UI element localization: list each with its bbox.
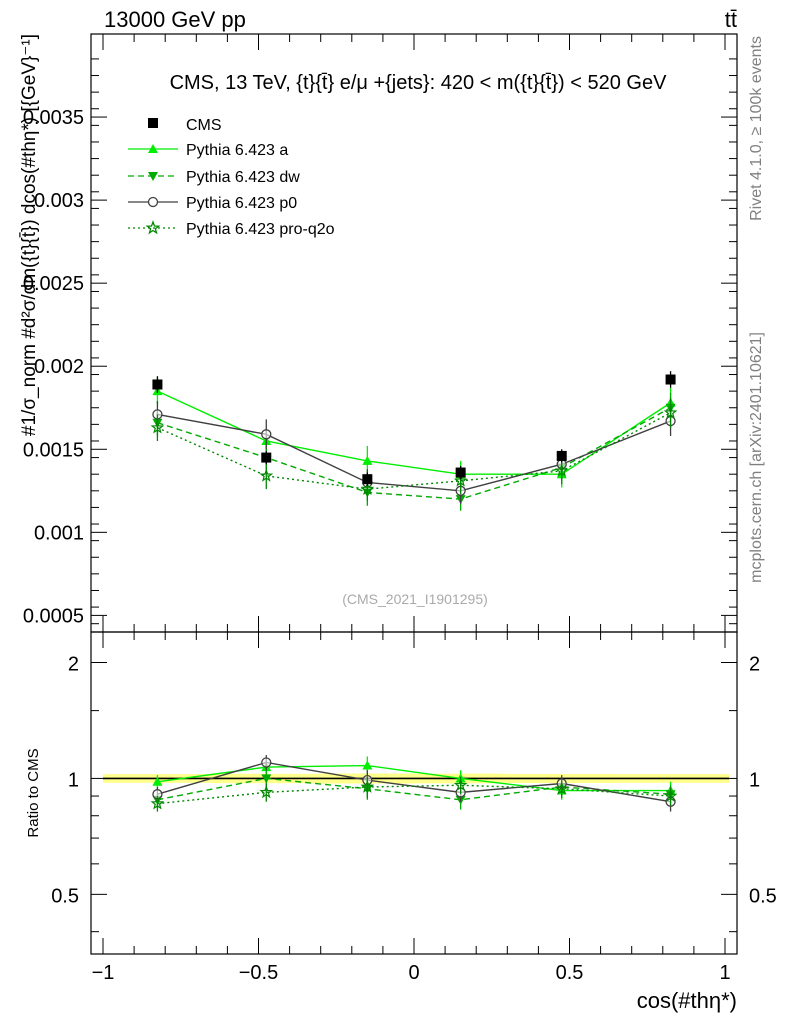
- top-panel-ticks: [91, 34, 737, 632]
- ratio-y-tick-label-right: 0.5: [749, 885, 777, 907]
- data-point: [556, 450, 567, 461]
- ratio-point: [261, 774, 272, 784]
- top-plot-area: [150, 371, 678, 511]
- y-tick-label: 0.003: [34, 190, 84, 212]
- data-point: [663, 405, 678, 419]
- legend-label-a: Pythia 6.423 a: [186, 142, 288, 159]
- legend-label-cms: CMS: [186, 117, 222, 134]
- top-y-axis-label: #1/σ_norm #d²σ/dm({t}{t̄}) dcos(#thη*) […: [19, 34, 40, 436]
- ratio-y-tick-label: 1: [68, 769, 79, 791]
- ratio-y-axis-label: Ratio to CMS: [25, 748, 42, 837]
- legend-marker-p0: [147, 196, 159, 208]
- ratio-y-tick-label: 2: [68, 653, 79, 675]
- rivet-label: Rivet 4.1.0, ≥ 100k events: [748, 36, 765, 221]
- x-tick-labels: −1 −0.5 0 0.5 1: [92, 962, 731, 984]
- series-pythia-6-423-a: [152, 377, 676, 488]
- data-point: [152, 379, 163, 390]
- ratio-point: [261, 757, 272, 768]
- ratio-point: [152, 776, 163, 786]
- ratio-point: [360, 779, 375, 793]
- legend-marker-q2o: [145, 220, 161, 235]
- x-tick-label: 1: [719, 962, 730, 984]
- ratio-point: [259, 785, 274, 799]
- ratio-y-tick-label-right: 1: [749, 769, 760, 791]
- ratio-y-tick-label-right: 2: [749, 653, 760, 675]
- legend-marker-cms: [148, 118, 158, 128]
- top-panel-title: CMS, 13 TeV, {t}{t̄} e/μ +{jets}: 420 < …: [170, 72, 668, 94]
- legend-label-q2o: Pythia 6.423 pro-q2o: [186, 221, 335, 238]
- ratio-panel-frame: [90, 631, 738, 955]
- data-point: [261, 429, 272, 440]
- x-tick-label: 0.5: [556, 962, 584, 984]
- ratio-point: [362, 760, 373, 770]
- y-tick-label: 0.0035: [23, 107, 84, 129]
- ratio-y-tick-labels: 0.5 0.5 1 1 2 2: [51, 653, 777, 907]
- energy-label: 13000 GeV pp: [104, 7, 246, 32]
- series-line: [157, 390, 671, 475]
- data-point: [362, 455, 373, 465]
- series-pythia-6-423-pro-q2o: [150, 397, 678, 501]
- data-point: [261, 452, 272, 463]
- process-label: tt̄: [725, 7, 737, 32]
- ratio-line: [157, 761, 671, 803]
- series-line: [157, 413, 671, 492]
- legend-label-dw: Pythia 6.423 dw: [186, 169, 300, 186]
- data-point: [362, 474, 373, 485]
- ratio-line: [157, 784, 671, 805]
- legend: CMS Pythia 6.423 a Pythia 6.423 dw Pythi…: [128, 117, 335, 238]
- data-point: [259, 468, 274, 482]
- x-tick-label: −0.5: [239, 962, 278, 984]
- data-point: [455, 467, 466, 478]
- ratio-point: [554, 781, 569, 795]
- data-point: [554, 463, 569, 477]
- y-tick-label: 0.0015: [23, 439, 84, 461]
- x-axis-label: cos(#thη*): [637, 988, 737, 1013]
- ratio-series-pythia-6-423-pro-q2o: [150, 776, 678, 812]
- data-point: [665, 374, 676, 385]
- top-y-tick-labels: 0.0005 0.001 0.0015 0.002 0.0025 0.003 0.0035: [23, 107, 84, 627]
- x-tick-label: 0: [408, 962, 419, 984]
- y-tick-label: 0.0025: [23, 273, 84, 295]
- series-cms-data: [152, 371, 676, 486]
- y-tick-label: 0.001: [34, 522, 84, 544]
- watermark: (CMS_2021_I1901295): [342, 591, 488, 607]
- y-tick-label: 0.002: [34, 356, 84, 378]
- mcplots-label: mcplots.cern.ch [arXiv:2401.10621]: [748, 332, 765, 583]
- series-line: [157, 412, 671, 490]
- ratio-plot-area: [103, 755, 729, 812]
- legend-marker-dw: [148, 172, 158, 181]
- ratio-line: [157, 764, 671, 792]
- ratio-point: [150, 796, 165, 810]
- data-point: [453, 473, 468, 487]
- legend-label-p0: Pythia 6.423 p0: [186, 195, 297, 212]
- ratio-y-tick-label: 0.5: [51, 885, 79, 907]
- legend-marker-a: [148, 144, 158, 153]
- x-tick-label: −1: [92, 962, 115, 984]
- data-point: [150, 420, 165, 434]
- ratio-panel-ticks: [91, 632, 737, 954]
- y-tick-label: 0.0005: [23, 605, 84, 627]
- data-point: [360, 481, 375, 495]
- ratio-point: [453, 778, 468, 792]
- ratio-line: [157, 777, 671, 801]
- ratio-point: [663, 788, 678, 802]
